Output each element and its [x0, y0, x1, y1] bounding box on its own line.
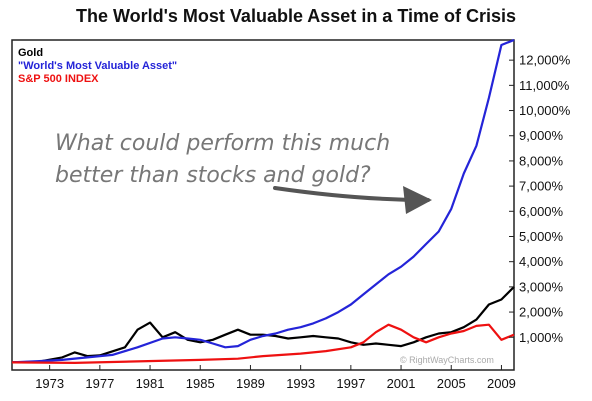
y-tick-label: 9,000%: [519, 128, 564, 143]
legend-item-0: Gold: [18, 47, 43, 59]
y-tick-label: 6,000%: [519, 204, 564, 219]
annotation-line-2: better than stocks and gold?: [55, 163, 371, 188]
y-tick-label: 5,000%: [519, 229, 564, 244]
y-tick-label: 3,000%: [519, 279, 564, 294]
y-tick-label: 12,000%: [519, 53, 571, 68]
arrow-annotation: [273, 186, 432, 214]
x-tick-label: 1989: [236, 376, 265, 391]
y-tick-label: 10,000%: [519, 103, 571, 118]
x-tick-label: 1977: [85, 376, 114, 391]
annotation-line-1: What could perform this much: [55, 131, 390, 156]
y-tick-label: 11,000%: [519, 78, 570, 93]
x-tick-label: 1985: [186, 376, 215, 391]
chart-title: The World's Most Valuable Asset in a Tim…: [75, 6, 517, 26]
y-tick-label: 7,000%: [519, 179, 564, 194]
series-line-1: [11, 38, 515, 364]
x-tick-label: 1973: [35, 376, 64, 391]
plot-frame: [11, 39, 515, 371]
series-layer: [11, 38, 515, 364]
y-axis: 1,000% 2,000% 3,000% 4,000% 5,000% 6,000% 7,00…: [509, 53, 571, 345]
legend-item-1: "World's Most Valuable Asset": [18, 60, 177, 72]
legend-item-2: S&P 500 INDEX: [18, 73, 99, 85]
x-tick-label: 1981: [136, 376, 165, 391]
y-tick-label: 2,000%: [519, 305, 564, 320]
y-tick-label: 4,000%: [519, 254, 564, 269]
y-tick-label: 1,000%: [519, 330, 564, 345]
x-tick-label: 2001: [387, 376, 416, 391]
watermark: © RightWayCharts.com: [400, 355, 494, 365]
x-axis: 1973 1977 1981 1985 1989 1993 1997 2001 2005 2009: [35, 365, 516, 391]
series-line-0: [11, 286, 515, 364]
x-tick-label: 2005: [437, 376, 466, 391]
x-tick-label: 1997: [336, 376, 365, 391]
series-line-2: [11, 323, 515, 364]
y-tick-label: 8,000%: [519, 153, 564, 168]
x-tick-label: 1993: [286, 376, 315, 391]
x-tick-label: 2009: [487, 376, 516, 391]
legend: Gold"World's Most Valuable Asset"S&P 500…: [18, 47, 177, 85]
